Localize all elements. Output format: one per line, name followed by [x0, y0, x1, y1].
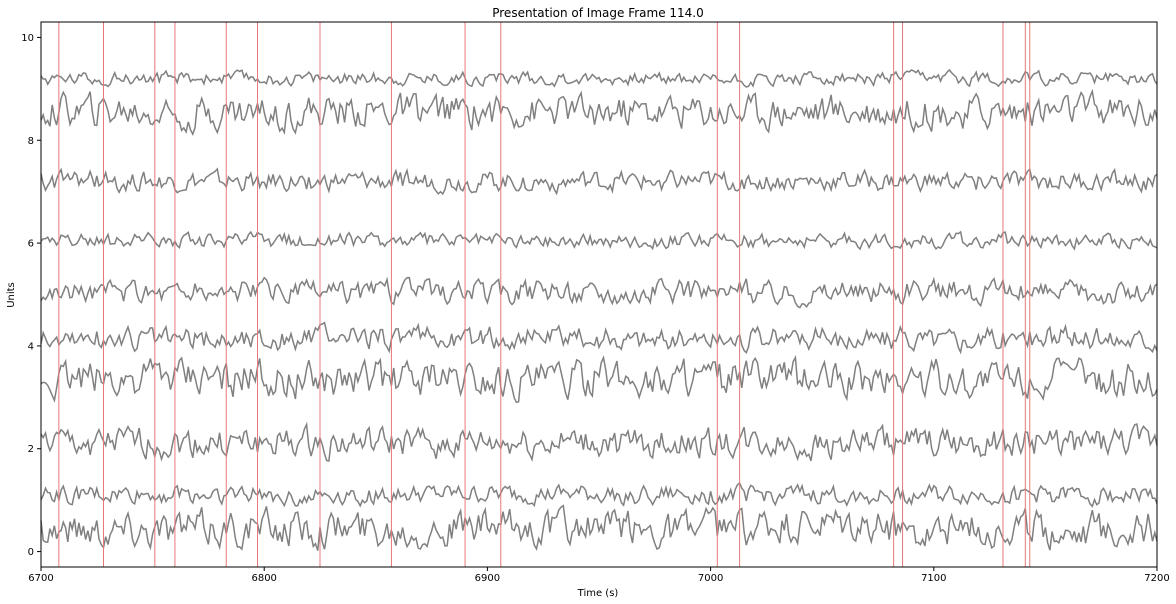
y-axis-label: Units [6, 282, 17, 308]
unit-trace-4 [40, 321, 1158, 355]
x-axis-label: Time (s) [577, 588, 619, 599]
x-axis-ticks: 6700 6800 6900 7000 7100 7200 [28, 567, 1170, 584]
y-tick-label: 6 [28, 239, 34, 250]
unit-trace-3 [40, 354, 1158, 404]
y-tick-label: 8 [28, 136, 34, 147]
x-tick-label: 6700 [28, 573, 53, 584]
event-lines [58, 22, 1031, 567]
unit-trace-7 [40, 167, 1158, 196]
unit-trace-0 [40, 504, 1158, 551]
x-tick-label: 6800 [251, 573, 276, 584]
unit-trace-5 [40, 276, 1158, 309]
plot-frame [40, 21, 1158, 568]
plot-area [40, 21, 1158, 568]
unit-trace-1 [40, 481, 1158, 508]
y-tick-label: 10 [21, 33, 34, 44]
traces [40, 68, 1158, 551]
unit-trace-9 [40, 68, 1158, 88]
unit-trace-2 [40, 421, 1158, 463]
x-tick-label: 7100 [921, 573, 946, 584]
y-tick-label: 2 [28, 444, 34, 455]
x-tick-label: 7000 [698, 573, 723, 584]
y-tick-label: 0 [28, 547, 34, 558]
unit-trace-6 [40, 230, 1158, 251]
unit-trace-8 [40, 88, 1158, 136]
x-tick-label: 7200 [1144, 573, 1169, 584]
chart-title: Presentation of Image Frame 114.0 [492, 6, 704, 20]
y-tick-label: 4 [28, 341, 34, 352]
y-axis-ticks: 0 2 4 6 8 10 [21, 33, 41, 558]
x-tick-label: 6900 [475, 573, 500, 584]
